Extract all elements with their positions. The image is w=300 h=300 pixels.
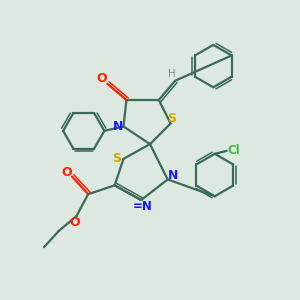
Text: O: O: [61, 167, 72, 179]
Text: S: S: [168, 112, 177, 125]
Text: N: N: [113, 120, 123, 133]
Text: O: O: [70, 216, 80, 229]
Text: =N: =N: [132, 200, 152, 213]
Text: Cl: Cl: [227, 144, 240, 157]
Text: H: H: [168, 69, 176, 79]
Text: O: O: [97, 72, 107, 85]
Text: S: S: [112, 152, 122, 165]
Text: N: N: [168, 169, 178, 182]
